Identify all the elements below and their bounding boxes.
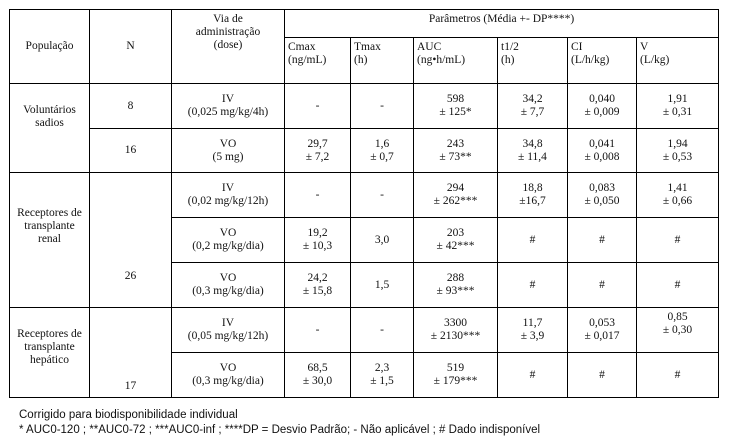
tmax-cell: 1,5 <box>350 262 414 308</box>
t12-cell: # <box>497 262 568 308</box>
table-row: VO (0,2 mg/kg/dia) 19,2 ± 10,3 3,0 203 ± 42… <box>10 217 720 263</box>
table-row: VO (0,3 mg/kg/dia) 68,5 ± 30,0 2,3 ± 1,5 51… <box>10 352 720 398</box>
t12-cell: 34,8 ± 11,4 <box>497 128 568 173</box>
auc-cell: 3300 ± 2130*** <box>413 307 498 353</box>
header-via-line3: (dose) <box>213 39 243 51</box>
tmax-cell: - <box>350 307 414 353</box>
via-cell: VO (0,3 mg/kg/dia) <box>171 262 285 308</box>
auc-cell: 598 ± 125* <box>413 83 498 129</box>
header-t12: t1/2 (h) <box>497 37 568 84</box>
auc-cell: 203 ± 42*** <box>413 217 498 263</box>
cmax-cell: - <box>284 307 351 353</box>
population-cell: Receptores de transplante hepático <box>9 307 90 398</box>
header-row-1: População N Via de administração (dose) … <box>9 9 720 84</box>
t12-cell: 34,2 ± 7,7 <box>497 83 568 129</box>
table-row: Receptores de transplante renal 26 IV (0,02… <box>9 172 720 308</box>
header-auc: AUC (ng•h/mL) <box>413 37 498 84</box>
v-cell: # <box>635 217 720 263</box>
header-tmax: Tmax (h) <box>350 37 414 84</box>
tmax-cell: - <box>350 83 414 129</box>
v-cell: 0,85 ± 0,30 <box>635 307 720 353</box>
auc-cell: 294 ± 262*** <box>413 172 498 218</box>
ci-cell: 0,041 ± 0,008 <box>567 128 637 173</box>
n-cell: 17 <box>89 307 172 398</box>
t12-cell: # <box>497 352 568 398</box>
n-cell: 8 <box>89 83 172 129</box>
t12-cell: # <box>497 217 568 263</box>
footnote-line-2: * AUC0-120 ; **AUC0-72 ; ***AUC0-inf ; *… <box>19 424 541 436</box>
cmax-cell: 19,2 ± 10,3 <box>284 217 351 263</box>
table-row: VO (0,3 mg/kg/dia) 24,2 ± 15,8 1,5 288 ± 93… <box>10 262 720 308</box>
n-cell: 16 <box>89 128 172 173</box>
t12-cell: 18,8 ±16,7 <box>497 172 568 218</box>
header-ci: CI (L/h/kg) <box>567 37 637 84</box>
v-cell: 1,94 ± 0,53 <box>635 128 720 173</box>
v-cell: # <box>635 262 720 308</box>
auc-cell: 288 ± 93*** <box>413 262 498 308</box>
table-row: Voluntários sadios 8 IV (0,025 mg/kg/4h) -… <box>9 83 720 173</box>
t12-cell: 11,7 ± 3,9 <box>497 307 568 353</box>
cmax-cell: - <box>284 172 351 218</box>
auc-cell: 519 ± 179*** <box>413 352 498 398</box>
cmax-cell: 68,5 ± 30,0 <box>284 352 351 398</box>
tmax-cell: 1,6 ± 0,7 <box>350 128 414 173</box>
header-parametros: Parâmetros (Média +- DP****) <box>283 9 720 38</box>
via-cell: IV (0,02 mg/kg/12h) <box>171 172 285 218</box>
header-populacao: População <box>9 9 90 84</box>
via-cell: VO (0,2 mg/kg/dia) <box>171 217 285 263</box>
table-row: 16 VO (5 mg) 29,7 ± 7,2 1,6 ± 0,7 243 ± 73**… <box>10 128 720 173</box>
header-cmax: Cmax (ng/mL) <box>284 37 351 84</box>
via-cell: VO (5 mg) <box>171 128 285 173</box>
cmax-cell: 29,7 ± 7,2 <box>284 128 351 173</box>
header-v: V (L/kg) <box>635 37 720 84</box>
tmax-cell: 3,0 <box>350 217 414 263</box>
header-via-line2: administração <box>195 26 261 38</box>
v-cell: 1,91 ± 0,31 <box>635 83 720 129</box>
header-n: N <box>89 9 172 84</box>
pharmacokinetics-table: População N Via de administração (dose) … <box>9 9 720 398</box>
ci-cell: # <box>567 352 637 398</box>
header-via: Via de administração (dose) <box>171 9 285 84</box>
ci-cell: 0,040 ± 0,009 <box>567 83 637 129</box>
via-cell: VO (0,3 mg/kg/dia) <box>171 352 285 398</box>
cmax-cell: - <box>284 83 351 129</box>
n-cell: 26 <box>89 172 172 308</box>
ci-cell: # <box>567 217 637 263</box>
v-cell: # <box>635 352 720 398</box>
ci-cell: 0,053 ± 0,017 <box>567 307 637 353</box>
tmax-cell: 2,3 ± 1,5 <box>350 352 414 398</box>
v-cell: 1,41 ± 0,66 <box>635 172 720 218</box>
table-row: Receptores de transplante hepático 17 IV (0… <box>9 307 720 398</box>
ci-cell: # <box>567 262 637 308</box>
header-via-line1: Via de <box>213 13 243 25</box>
footnote-line-1: Corrigido para biodisponibilidade indivi… <box>19 409 238 421</box>
via-cell: IV (0,025 mg/kg/4h) <box>171 83 285 129</box>
cmax-cell: 24,2 ± 15,8 <box>284 262 351 308</box>
ci-cell: 0,083 ± 0,050 <box>567 172 637 218</box>
tmax-cell: - <box>350 172 414 218</box>
auc-cell: 243 ± 73** <box>413 128 498 173</box>
via-cell: IV (0,05 mg/kg/12h) <box>171 307 285 353</box>
footnotes: Corrigido para biodisponibilidade indivi… <box>19 408 540 438</box>
population-cell: Receptores de transplante renal <box>9 172 90 308</box>
population-cell: Voluntários sadios <box>9 83 90 173</box>
pk-table-container: População N Via de administração (dose) … <box>9 9 720 398</box>
